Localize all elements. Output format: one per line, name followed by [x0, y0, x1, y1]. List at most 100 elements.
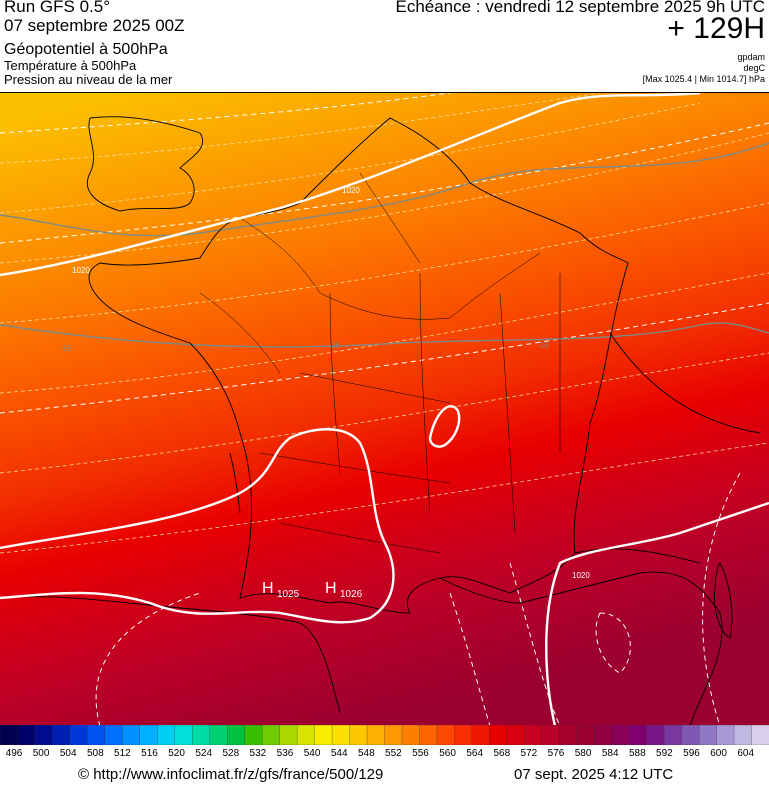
- colorbar-swatch: [681, 725, 700, 745]
- temperature-contours: [0, 93, 769, 726]
- colorbar-swatch: [698, 725, 718, 745]
- pressure-range: [Max 1025.4 | Min 1014.7] hPa: [642, 74, 765, 84]
- high-pressure-1: H 1025: [262, 580, 300, 600]
- isobars-1020: [0, 93, 769, 726]
- colorbar-swatch: [471, 725, 491, 745]
- colorbar-tick-label: 520: [168, 748, 185, 759]
- colorbar-tick-label: 532: [249, 748, 267, 759]
- parameter-pressure: Pression au niveau de la mer: [4, 72, 173, 87]
- colorbar-swatch: [262, 725, 281, 745]
- parameter-temperature: Température à 500hPa: [4, 58, 137, 73]
- colorbar-tick-label: 564: [466, 748, 484, 759]
- credit-link[interactable]: © http://www.infoclimat.fr/z/gfs/france/…: [78, 766, 384, 783]
- colorbar-swatch: [139, 725, 159, 745]
- isobar-label-west: 1020: [72, 266, 90, 275]
- colorbar-swatch: [209, 725, 228, 745]
- parameter-geopotential: Géopotentiel à 500hPa: [4, 41, 168, 58]
- colorbar-tick-label: 548: [357, 748, 375, 759]
- colorbar-swatch: [87, 725, 106, 745]
- colorbar-tick-label: 584: [601, 748, 619, 759]
- colorbar-swatch: [314, 725, 333, 745]
- colorbar-swatch: [576, 725, 595, 745]
- isobar-label-south: 1020: [572, 571, 590, 580]
- colorbar-tick-label: 560: [439, 748, 456, 759]
- map-text-labels: 1020 1020 1020 -16 -16 -16: [60, 186, 590, 580]
- run-title: Run GFS 0.5°: [4, 0, 111, 16]
- colorbar-swatch: [104, 725, 124, 745]
- colorbar-tick-label: 588: [628, 748, 646, 759]
- lead-time: + 129H: [667, 12, 765, 45]
- colorbar-swatch: [716, 725, 735, 745]
- colorbar-swatch: [401, 725, 421, 745]
- colorbar-swatch: [122, 725, 141, 745]
- colorbar-swatch: [174, 725, 194, 745]
- colorbar-tick-label: 512: [114, 748, 131, 759]
- colorbar-swatch: [0, 725, 19, 745]
- colorbar-swatch: [331, 725, 351, 745]
- high2-letter: H: [325, 580, 337, 597]
- colorbar-ticks: 496 500 504 508 512 516 520 524 528 532 536 540 544 5…: [0, 748, 769, 762]
- colorbar-swatch: [436, 725, 456, 745]
- colorbar-tick-label: 508: [86, 748, 104, 759]
- colorbar-tick-label: 500: [32, 748, 50, 759]
- colorbar-tick-label: 552: [385, 748, 402, 759]
- colorbar: [0, 725, 769, 745]
- isotherm-minus16: [0, 142, 769, 348]
- colorbar-swatch: [663, 725, 683, 745]
- colorbar-swatch: [733, 725, 753, 745]
- geopotential-field: [0, 93, 769, 726]
- colorbar-tick-label: 536: [276, 748, 294, 759]
- geopotential-contours: [0, 93, 769, 554]
- colorbar-swatch: [227, 725, 246, 745]
- generation-timestamp: 07 sept. 2025 4:12 UTC: [514, 766, 674, 783]
- colorbar-tick-label: 572: [520, 748, 538, 759]
- colorbar-swatch: [646, 725, 665, 745]
- temp-label-center: -16: [328, 341, 340, 350]
- map-outline: [0, 116, 761, 726]
- colorbar-swatch: [751, 725, 769, 745]
- colorbar-swatch: [17, 725, 36, 745]
- high-pressure-2: H 1026: [325, 580, 363, 600]
- colorbar-swatch: [611, 725, 630, 745]
- colorbar-swatch: [192, 725, 211, 745]
- high1-value: 1025: [277, 589, 300, 600]
- forecast-valid-time: Echéance : vendredi 12 septembre 2025 9h…: [395, 0, 765, 16]
- colorbar-tick-label: 540: [303, 748, 321, 759]
- colorbar-tick-label: 556: [412, 748, 429, 759]
- colorbar-tick-label: 568: [493, 748, 511, 759]
- colorbar-swatch: [524, 725, 543, 745]
- isobar-label-north: 1020: [342, 186, 360, 195]
- colorbar-swatch: [69, 725, 89, 745]
- colorbar-swatch: [34, 725, 54, 745]
- unit-degc: degC: [743, 63, 765, 73]
- colorbar-swatch: [454, 725, 473, 745]
- colorbar-tick-label: 524: [195, 748, 213, 759]
- colorbar-swatch: [157, 725, 176, 745]
- colorbar-tick-label: 592: [656, 748, 673, 759]
- colorbar-tick-label: 580: [574, 748, 592, 759]
- colorbar-tick-label: 496: [5, 748, 23, 759]
- colorbar-swatch: [541, 725, 561, 745]
- high1-letter: H: [262, 580, 274, 597]
- colorbar-tick-label: 544: [330, 748, 348, 759]
- colorbar-swatch: [279, 725, 298, 745]
- colorbar-swatch: [384, 725, 403, 745]
- run-date: 07 septembre 2025 00Z: [4, 16, 185, 35]
- colorbar-swatch: [489, 725, 508, 745]
- colorbar-swatch: [366, 725, 386, 745]
- weather-map: 1020 1020 1020 -16 -16 -16 H 1025 H 1026: [0, 92, 769, 726]
- high2-value: 1026: [340, 589, 363, 600]
- temp-label-west: -16: [60, 344, 72, 353]
- colorbar-swatch: [629, 725, 648, 745]
- colorbar-swatch: [52, 725, 71, 745]
- colorbar-tick-label: 576: [547, 748, 565, 759]
- colorbar-tick-label: 516: [141, 748, 158, 759]
- unit-gpdam: gpdam: [737, 52, 765, 62]
- colorbar-tick-label: 504: [59, 748, 77, 759]
- colorbar-swatch: [349, 725, 368, 745]
- colorbar-tick-label: 596: [683, 748, 700, 759]
- colorbar-swatch: [594, 725, 613, 745]
- colorbar-swatch: [559, 725, 578, 745]
- colorbar-tick-label: 600: [710, 748, 727, 759]
- colorbar-swatch: [419, 725, 438, 745]
